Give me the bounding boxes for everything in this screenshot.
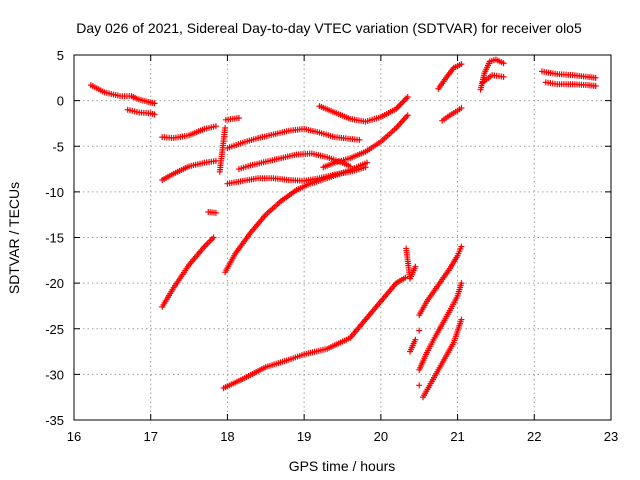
x-tick-label: 19 [297, 429, 311, 444]
y-tick-label: -30 [45, 367, 64, 382]
y-tick-label: 0 [57, 94, 64, 109]
data-point [416, 382, 423, 389]
data-point [404, 93, 411, 100]
data-point [401, 96, 408, 103]
series-arc14 [320, 112, 411, 171]
x-tick-label: 17 [143, 429, 157, 444]
data-point [404, 112, 411, 119]
data-point [151, 100, 158, 107]
series-arc2 [124, 106, 158, 118]
data-point [458, 316, 465, 323]
data-point [151, 111, 158, 118]
x-tick-label: 23 [604, 429, 618, 444]
data-point [500, 73, 507, 80]
series-arc20 [420, 316, 465, 401]
data-point [592, 83, 599, 90]
series-arc22 [416, 327, 423, 334]
chart-title: Day 026 of 2021, Sidereal Day-to-day VTE… [76, 20, 582, 36]
y-tick-label: -5 [52, 139, 64, 154]
x-axis-label: GPS time / hours [289, 458, 396, 474]
x-tick-label: 18 [220, 429, 234, 444]
y-tick-label: -20 [45, 276, 64, 291]
x-tick-label: 16 [67, 429, 81, 444]
y-tick-label: -15 [45, 231, 64, 246]
data-point [364, 159, 371, 166]
data-point [416, 327, 423, 334]
series-arc24 [439, 104, 465, 124]
series-arc5 [159, 234, 217, 310]
data-point [210, 234, 217, 241]
series-arc16 [403, 245, 419, 282]
data-point [400, 98, 407, 105]
series-arc8 [222, 114, 242, 123]
data-point [235, 114, 242, 121]
x-tick-label: 20 [374, 429, 388, 444]
x-tick-label: 22 [527, 429, 541, 444]
plot-frame [73, 54, 612, 421]
data-point [412, 336, 419, 343]
data-points [87, 56, 599, 401]
series-arc1 [87, 82, 158, 107]
series-arc18 [416, 243, 465, 319]
data-point [216, 168, 223, 175]
series-arc19 [416, 280, 465, 373]
series-arc15 [220, 274, 409, 392]
data-point [500, 60, 507, 67]
data-point [592, 74, 599, 81]
series-arc3 [159, 123, 219, 142]
data-point [397, 101, 404, 108]
series-arc27 [538, 68, 599, 81]
data-point [458, 61, 465, 68]
y-tick-label: -35 [45, 413, 64, 428]
series-arc9 [224, 125, 363, 152]
series-arc23 [435, 61, 465, 92]
y-axis-label: SDTVAR / TECUs [6, 182, 22, 294]
series-arc21 [416, 382, 423, 389]
series-arc17 [407, 336, 419, 355]
series-arc11 [222, 159, 371, 276]
grid [74, 55, 611, 420]
y-tick-label: -25 [45, 322, 64, 337]
data-point [458, 243, 465, 250]
series-arc13 [316, 93, 411, 125]
data-point [396, 102, 403, 109]
data-point [212, 123, 219, 130]
data-point [356, 136, 363, 143]
data-point [412, 263, 419, 270]
axis-ticks: 16 17 18 19 20 21 22 23 5 0 -5 -10 -15 -20 -25 -30 -35 [45, 48, 618, 444]
series-arc4 [159, 157, 219, 184]
series-arc12 [235, 150, 354, 173]
data-point [212, 157, 219, 164]
series-arc25 [477, 56, 507, 93]
y-tick-label: -10 [45, 185, 64, 200]
series-arc6 [205, 208, 219, 216]
data-point [212, 209, 219, 216]
data-point [398, 99, 405, 106]
data-point [402, 274, 409, 281]
series-arc7 [216, 125, 229, 175]
data-point [458, 104, 465, 111]
data-point [458, 280, 465, 287]
y-tick-label: 5 [57, 48, 64, 63]
series-arc26 [479, 72, 507, 86]
data-point [347, 163, 354, 170]
x-tick-label: 21 [450, 429, 464, 444]
series-arc28 [542, 79, 599, 90]
